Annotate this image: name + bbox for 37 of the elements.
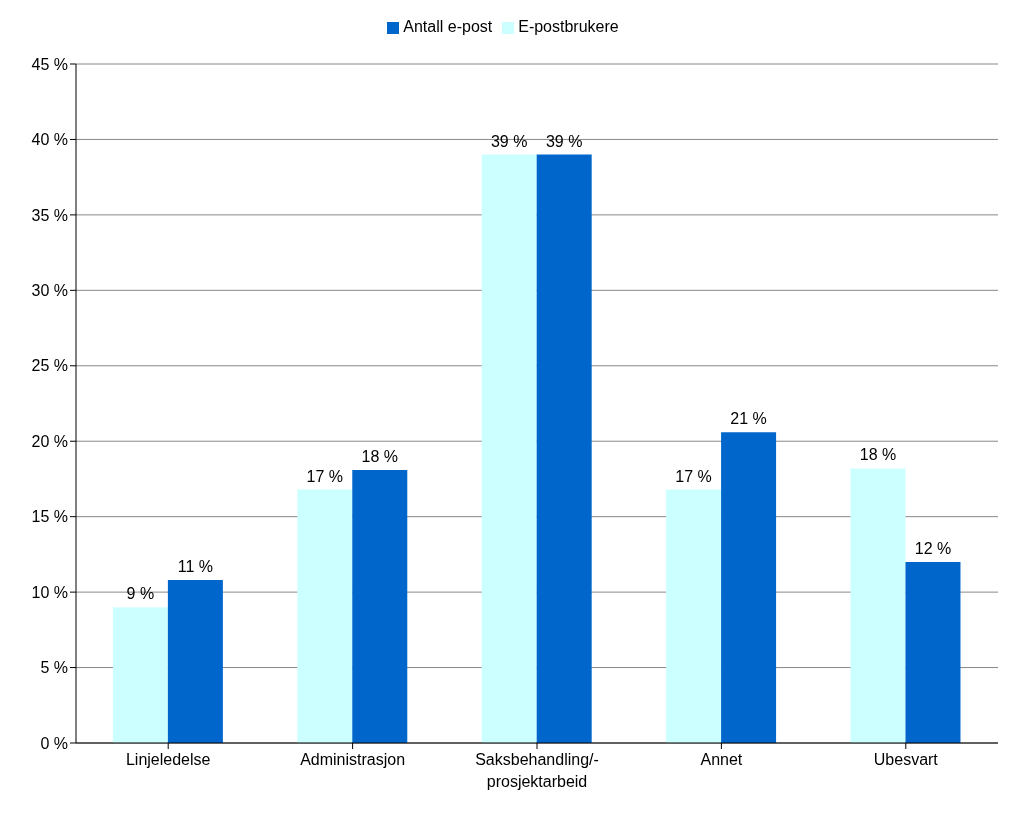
data-label: 18 % <box>361 447 399 465</box>
data-label: 17 % <box>675 467 712 485</box>
bar <box>167 580 223 743</box>
y-tick-label: 0 % <box>40 734 68 752</box>
x-tick-label: Ubesvart <box>873 751 939 768</box>
bar <box>536 154 592 743</box>
x-tick-label: Saksbehandling/- prosjektarbeid <box>475 751 599 790</box>
bar <box>352 469 408 743</box>
y-tick-label: 40 % <box>31 131 68 149</box>
bar <box>850 468 906 743</box>
legend-label: E-postbrukere <box>518 18 619 35</box>
y-tick-label: 45 % <box>31 55 68 73</box>
y-tick-label: 15 % <box>31 508 68 526</box>
bar <box>297 489 353 743</box>
data-label: 39 % <box>545 132 583 150</box>
data-label: 12 % <box>914 539 952 557</box>
data-label: 11 % <box>177 558 214 576</box>
bar <box>905 561 961 743</box>
y-tick-label: 25 % <box>31 357 68 375</box>
data-label: 39 % <box>490 132 528 150</box>
data-label: 9 % <box>126 585 155 603</box>
y-tick-label: 5 % <box>40 659 68 677</box>
x-tick-label: Administrasjon <box>300 751 406 768</box>
data-label: 21 % <box>730 410 767 428</box>
data-label: 17 % <box>306 467 344 485</box>
y-tick-label: 35 % <box>31 206 68 224</box>
legend-label: Antall e-post <box>403 18 493 35</box>
data-label: 18 % <box>859 446 897 464</box>
bar <box>666 489 722 743</box>
y-tick-label: 20 % <box>31 432 68 450</box>
bar <box>481 154 537 743</box>
bar <box>721 432 777 743</box>
y-tick-label: 30 % <box>31 282 68 300</box>
x-tick-label: Annet <box>700 751 743 768</box>
y-tick-label: 10 % <box>31 583 68 601</box>
bar <box>112 607 168 743</box>
x-tick-label: Linjeledelse <box>125 751 211 768</box>
